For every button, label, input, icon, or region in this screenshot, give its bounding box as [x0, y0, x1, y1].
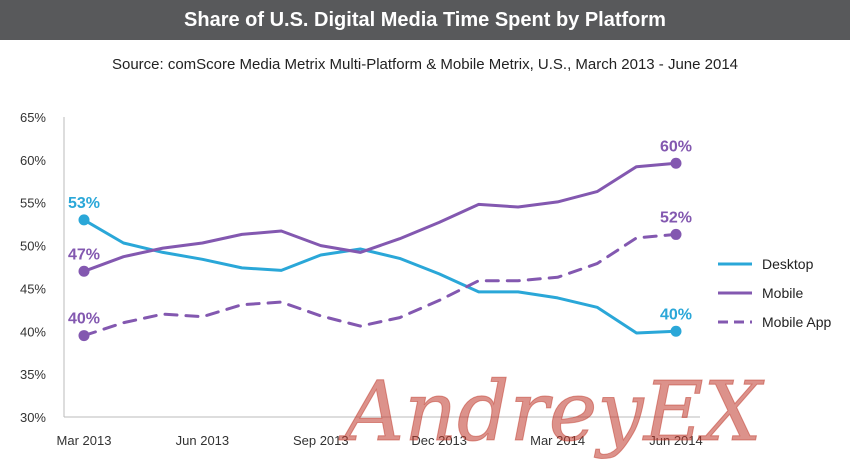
x-tick-label: Jun 2014: [649, 433, 703, 448]
y-tick-label: 40%: [20, 324, 46, 339]
series-line-mobile: [82, 161, 678, 273]
x-tick-label: Sep 2013: [293, 433, 349, 448]
chart-title: Share of U.S. Digital Media Time Spent b…: [0, 0, 850, 40]
x-tick-label: Jun 2013: [176, 433, 230, 448]
data-point-mobile: [78, 265, 90, 277]
y-tick-label: 45%: [20, 281, 46, 296]
x-tick-label: Dec 2013: [411, 433, 467, 448]
y-tick-label: 30%: [20, 410, 46, 425]
data-point-desktop: [78, 214, 90, 226]
data-point-desktop: [670, 325, 682, 337]
legend-label: Mobile App: [762, 314, 831, 330]
x-tick-label: Mar 2013: [57, 433, 112, 448]
data-point-mobile-app: [78, 330, 90, 342]
data-label-end: 40%: [660, 306, 692, 323]
y-tick-label: 35%: [20, 367, 46, 382]
data-label-end: 52%: [660, 209, 692, 226]
legend-label: Mobile: [762, 285, 803, 301]
data-label-start: 40%: [68, 311, 100, 328]
series-line-desktop: [82, 218, 678, 335]
data-point-mobile: [670, 157, 682, 169]
legend-label: Desktop: [762, 256, 814, 272]
series-line-mobile-app: [82, 232, 678, 338]
chart-subtitle: Source: comScore Media Metrix Multi-Plat…: [111, 56, 739, 73]
data-point-mobile-app: [670, 228, 682, 240]
y-tick-label: 55%: [20, 196, 46, 211]
y-tick-label: 60%: [20, 153, 46, 168]
data-label-start: 53%: [68, 195, 100, 212]
watermark-text: AndreyEX: [338, 365, 765, 460]
y-tick-label: 50%: [20, 239, 46, 254]
data-label-end: 60%: [660, 138, 692, 155]
data-label-start: 47%: [68, 246, 100, 263]
y-tick-label: 65%: [20, 110, 46, 125]
x-tick-label: Mar 2014: [530, 433, 585, 448]
